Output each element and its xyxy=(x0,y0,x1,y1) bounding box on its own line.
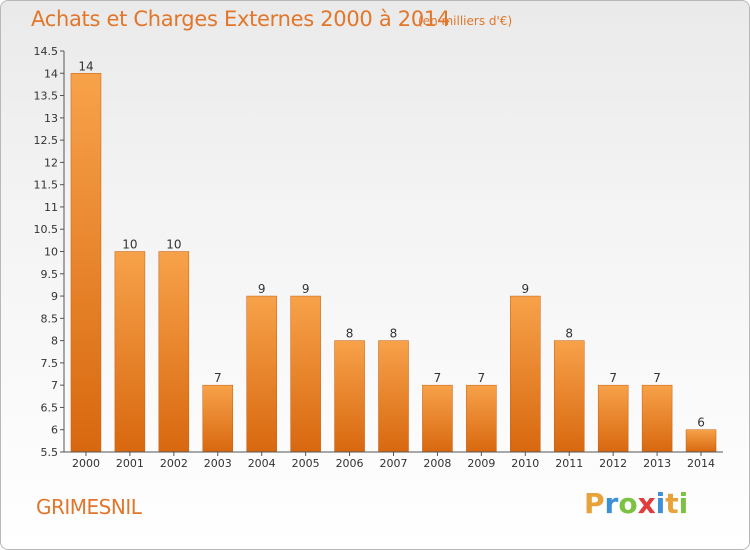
x-tick-label: 2010 xyxy=(511,457,539,470)
bar-value-label: 7 xyxy=(434,371,442,385)
bar-value-label: 7 xyxy=(609,371,617,385)
bar xyxy=(422,384,453,453)
x-tick-label: 2009 xyxy=(467,457,495,470)
y-axis: 5.5 6 6.5 7 7.5 8 8.5 9 9.5 10 10.5 11 11.5 12 12.5 13 1… xyxy=(34,45,65,459)
y-tick-label: 13 xyxy=(44,112,58,125)
y-tick-label: 10 xyxy=(44,246,58,259)
x-axis: 2000 2001 2002 2003 2004 2005 2006 2007 2008 2009… xyxy=(64,451,723,470)
y-tick-label: 9 xyxy=(51,290,58,303)
bar xyxy=(334,340,365,453)
x-tick-label: 2006 xyxy=(336,457,364,470)
y-tick-label: 9.5 xyxy=(41,268,59,281)
logo-letter: i xyxy=(678,487,689,520)
y-tick-label: 6 xyxy=(51,424,58,437)
bar xyxy=(685,429,717,453)
logo-letter: t xyxy=(665,487,679,520)
commune-name: GRIMESNIL xyxy=(36,495,142,519)
bar xyxy=(466,384,497,453)
x-tick-label: 2012 xyxy=(599,457,627,470)
x-tick-label: 2014 xyxy=(687,457,715,470)
bar-value-label: 10 xyxy=(122,238,137,252)
chart-title: Achats et Charges Externes 2000 à 2014 xyxy=(31,7,451,31)
bar-value-label: 8 xyxy=(565,327,573,341)
y-tick-label: 7.5 xyxy=(41,357,59,370)
bar xyxy=(158,251,190,453)
bar-value-label: 10 xyxy=(166,238,181,252)
y-tick-label: 5.5 xyxy=(41,446,59,459)
bar-value-label: 8 xyxy=(346,327,354,341)
bar-value-label: 7 xyxy=(214,371,222,385)
bar-value-label: 14 xyxy=(78,59,93,73)
bar xyxy=(290,295,321,453)
bar xyxy=(114,251,146,453)
x-tick-label: 2001 xyxy=(116,457,144,470)
bar xyxy=(597,384,629,453)
logo-letter: P xyxy=(584,487,605,520)
y-tick-label: 11 xyxy=(44,201,58,214)
proxiti-logo[interactable]: Proxiti xyxy=(584,487,688,520)
bar xyxy=(510,295,541,453)
bar-value-label: 6 xyxy=(697,416,705,430)
y-tick-label: 6.5 xyxy=(41,401,59,414)
logo-letter: r xyxy=(604,487,619,520)
y-tick-label: 14.5 xyxy=(34,45,59,58)
y-tick-label: 8.5 xyxy=(41,312,59,325)
x-tick-label: 2011 xyxy=(555,457,583,470)
bar xyxy=(202,384,234,453)
y-tick-label: 10.5 xyxy=(34,223,59,236)
y-tick-label: 13.5 xyxy=(34,90,59,103)
chart-subtitle: (en milliers d'€) xyxy=(418,14,513,28)
logo-letter: x xyxy=(637,487,656,520)
logo-letter: o xyxy=(618,487,638,520)
y-tick-label: 12.5 xyxy=(34,134,59,147)
x-tick-label: 2005 xyxy=(292,457,320,470)
bar-value-label: 9 xyxy=(302,282,310,296)
bar-value-label: 7 xyxy=(478,371,486,385)
bar-value-label: 7 xyxy=(653,371,661,385)
bar xyxy=(378,340,409,453)
logo-letter: i xyxy=(655,487,666,520)
y-tick-label: 14 xyxy=(44,67,58,80)
y-tick-label: 8 xyxy=(51,335,58,348)
x-tick-label: 2004 xyxy=(248,457,276,470)
bar xyxy=(553,340,585,453)
bar xyxy=(246,295,277,453)
bars-group: 14 10 10 7 9 9 8 8 7 7 9 8 7 7 6 xyxy=(70,59,717,453)
x-tick-label: 2007 xyxy=(380,457,408,470)
bar xyxy=(641,384,673,453)
y-tick-label: 7 xyxy=(51,379,58,392)
bar-value-label: 9 xyxy=(258,282,266,296)
x-tick-label: 2002 xyxy=(160,457,188,470)
y-tick-label: 12 xyxy=(44,156,58,169)
x-tick-label: 2003 xyxy=(204,457,232,470)
x-tick-label: 2013 xyxy=(643,457,671,470)
x-tick-label: 2000 xyxy=(72,457,100,470)
y-tick-label: 11.5 xyxy=(34,179,59,192)
bar xyxy=(70,73,102,453)
x-tick-label: 2008 xyxy=(423,457,451,470)
bar-value-label: 8 xyxy=(390,327,398,341)
bar-value-label: 9 xyxy=(521,282,529,296)
